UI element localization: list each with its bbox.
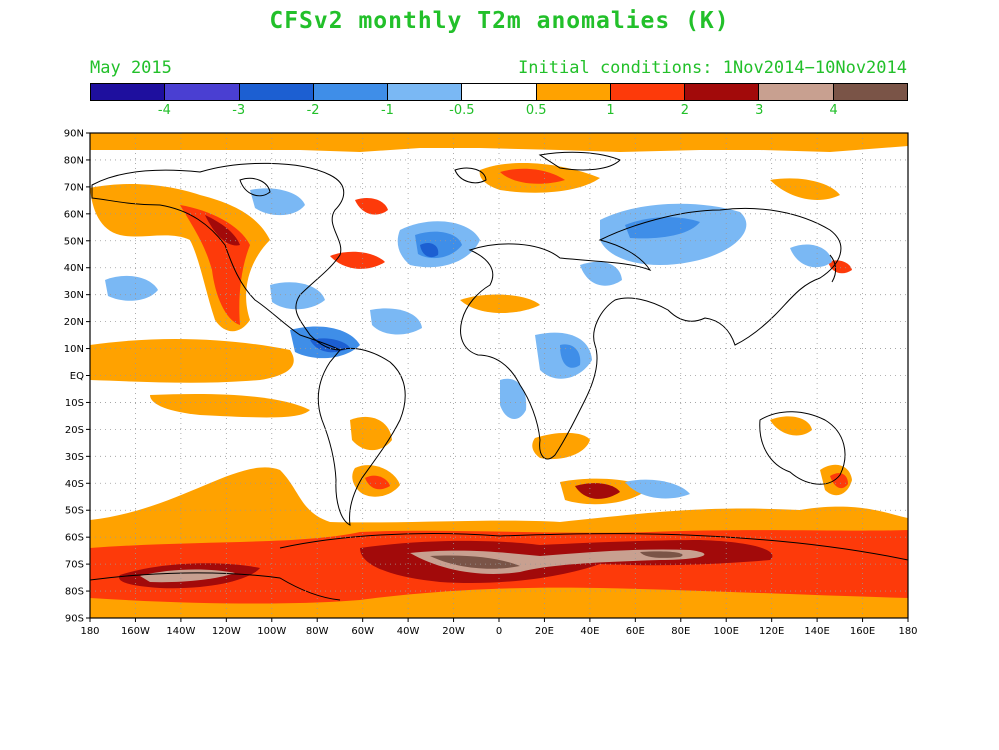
longitude-label: 180 [898,626,917,637]
colorbar-segment [313,84,389,100]
latitude-label: 60S [65,533,84,544]
cold-anomaly-region [500,378,527,420]
warm-anomaly-region [90,133,908,152]
strong-warm-anomaly-region [205,215,240,246]
colorbar-segment [610,84,686,100]
longitude-label: 160E [850,626,875,637]
colorbar-segment [165,84,240,100]
colorbar-label: 3 [755,103,764,118]
latitude-label: 80N [64,155,84,166]
longitude-label: 120W [212,626,241,637]
latitude-label: 90N [64,129,84,140]
strong-warm-anomaly-region [330,251,385,269]
longitude-label: 40E [580,626,599,637]
latitude-label: 70N [64,182,84,193]
colorbar-segment [759,84,834,100]
latitude-label: EQ [70,371,84,382]
colorbar-labels: -4 -3 -2 -1 -0.5 0.5 1 2 3 4 [90,103,908,121]
colorbar-label: 4 [829,103,838,118]
latitude-label: 10S [65,398,84,409]
latitude-label: 30S [65,452,84,463]
colorbar-segment [462,84,537,100]
longitude-label: 140W [166,626,195,637]
colorbar-label: -2 [306,103,320,118]
colorbar-label: -4 [157,103,171,118]
latitude-label: 40S [65,479,84,490]
longitude-label: 160W [121,626,150,637]
colorbar-label: -1 [380,103,394,118]
initial-conditions-label: Initial conditions: 1Nov2014−10Nov2014 [518,58,907,78]
longitude-label: 180 [80,626,99,637]
warm-anomaly-region [460,294,540,314]
colorbar-label: -3 [232,103,246,118]
cold-anomaly-region [625,479,690,499]
longitude-label: 140E [804,626,829,637]
strong-warm-anomaly-region [575,483,620,499]
colorbar-label: -0.5 [449,103,475,118]
colorbar-label: 2 [680,103,690,118]
longitude-label: 80W [306,626,329,637]
warm-anomaly-region [350,416,392,451]
latitude-label: 40N [64,263,84,274]
longitude-label: 0 [496,626,502,637]
colorbar-segment [833,84,907,100]
latitude-label: 50N [64,236,84,247]
cold-anomaly-region [270,282,325,310]
graticule [90,133,908,618]
latitude-label: 90S [65,614,84,625]
cold-anomaly-region [105,275,158,301]
latitude-label: 80S [65,587,84,598]
strong-warm-anomaly-region [500,168,565,184]
page-title: CFSv2 monthly T2m anomalies (K) [269,8,730,34]
latitude-label: 20S [65,425,84,436]
warm-anomaly-region [770,178,840,200]
latitude-label: 20N [64,317,84,328]
colorbar-segment [536,84,611,100]
strong-warm-anomaly-region [830,473,848,489]
warm-anomaly-region [90,338,294,383]
longitude-label: 60E [626,626,645,637]
colorbar-segment [685,84,760,100]
latitude-label: 70S [65,560,84,571]
strong-cold-anomaly-region [420,243,439,258]
colorbar-segment [91,84,166,100]
strong-warm-anomaly-region [355,198,388,215]
coastlines [90,151,908,601]
latitude-label: 10N [64,344,84,355]
extreme-warm-anomaly-region [430,551,683,569]
longitude-label: 60W [351,626,374,637]
colorbar-segment [239,84,314,100]
longitude-label: 100E [714,626,739,637]
longitude-label: 20E [535,626,554,637]
longitude-label: 20W [442,626,465,637]
longitude-label: 40W [397,626,420,637]
colorbar-label: 0.5 [525,103,547,118]
warm-anomaly-region [770,416,812,436]
cold-anomaly-region [790,244,832,268]
forecast-month-label: May 2015 [90,58,172,78]
latitude-labels: 90N 80N 70N 60N 50N 40N 30N 20N 10N EQ 10S 20S 30S 40… [64,129,90,625]
latitude-label: 50S [65,506,84,517]
strong-warm-anomaly-region [828,260,852,274]
moderate-cold-anomaly-region [560,344,581,368]
strong-warm-anomaly-region [365,475,390,490]
longitude-label: 120E [759,626,784,637]
longitude-labels: 180 160W 140W 120W 100W 80W 60W 40W 20W 0 20E 40E 60… [80,618,918,637]
colorbar-label: 1 [606,103,615,118]
warm-anomaly-region [150,393,310,418]
latitude-label: 30N [64,290,84,301]
latitude-label: 60N [64,209,84,220]
longitude-label: 80E [671,626,690,637]
longitude-label: 100W [257,626,286,637]
colorbar [90,83,908,101]
colorbar-segment [388,84,463,100]
